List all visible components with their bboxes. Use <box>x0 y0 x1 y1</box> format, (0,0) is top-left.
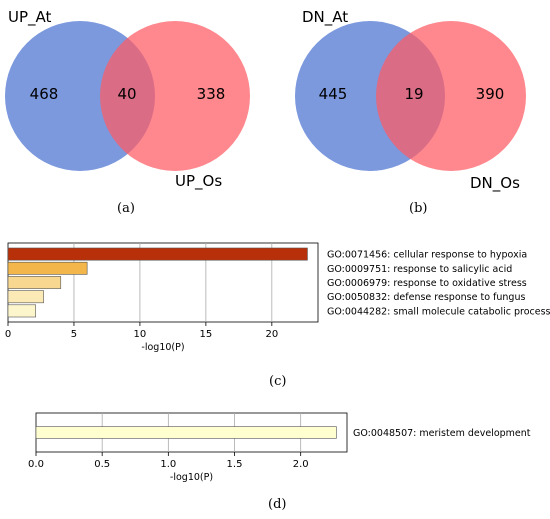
bar <box>7 247 308 261</box>
bar <box>35 426 337 439</box>
venn-a-set-1-only-count: 468 <box>30 85 59 103</box>
x-tick-label: 1.5 <box>227 459 243 470</box>
bar <box>7 276 62 289</box>
category-label: GO:0050832: defense response to fungus <box>327 292 525 303</box>
x-axis-label: -log10(P) <box>141 342 184 353</box>
x-tick-label: 5 <box>71 329 77 340</box>
venn-diagram-b: DN_At DN_Os 445 19 390 <box>295 8 526 193</box>
bar-chart-d: 0.0 0.5 1.0 1.5 2.0 GO:0048507: meristem deve… <box>28 412 531 483</box>
category-label: GO:0044282: small molecule catabolic pro… <box>327 306 550 317</box>
panel-label-c: (c) <box>269 374 287 389</box>
x-tick-label: 0 <box>5 329 11 340</box>
x-tick-label: 0.5 <box>94 459 110 470</box>
bar-chart-c: 0 5 10 15 20 GO:0071456: cellular response to… <box>5 242 550 353</box>
panel-label-b: (b) <box>409 201 428 216</box>
category-label: GO:0009751: response to salicylic acid <box>327 264 512 275</box>
category-label: GO:0048507: meristem development <box>353 428 531 439</box>
category-label: GO:0006979: response to oxidative stress <box>327 278 527 289</box>
venn-b-set-2-label: DN_Os <box>470 174 520 193</box>
bar <box>7 304 37 318</box>
bar <box>7 290 44 304</box>
x-axis-label: -log10(P) <box>170 472 213 483</box>
venn-a-set-2-label: UP_Os <box>175 172 222 191</box>
x-tick-label: 0.0 <box>28 459 44 470</box>
bar <box>7 261 88 275</box>
x-tick-label: 2.0 <box>293 459 309 470</box>
venn-b-set-2-only-count: 390 <box>476 85 505 103</box>
venn-a-intersection-count: 40 <box>117 85 136 103</box>
panel-label-d: (d) <box>268 497 287 512</box>
venn-b-set-2-circle <box>376 21 526 171</box>
venn-a-set-1-label: UP_At <box>8 8 52 27</box>
venn-a-set-2-only-count: 338 <box>197 85 226 103</box>
x-tick-label: 10 <box>134 329 147 340</box>
venn-a-set-2-circle <box>100 21 250 171</box>
category-label: GO:0071456: cellular response to hypoxia <box>327 250 527 261</box>
x-tick-label: 15 <box>200 329 213 340</box>
panel-label-a: (a) <box>117 201 135 216</box>
venn-b-intersection-count: 19 <box>404 85 423 103</box>
venn-diagram-a: UP_At UP_Os 468 40 338 <box>5 8 250 191</box>
x-tick-label: 20 <box>265 329 278 340</box>
venn-b-set-1-only-count: 445 <box>319 85 348 103</box>
x-tick-label: 1.0 <box>160 459 176 470</box>
venn-b-set-1-label: DN_At <box>302 8 348 27</box>
